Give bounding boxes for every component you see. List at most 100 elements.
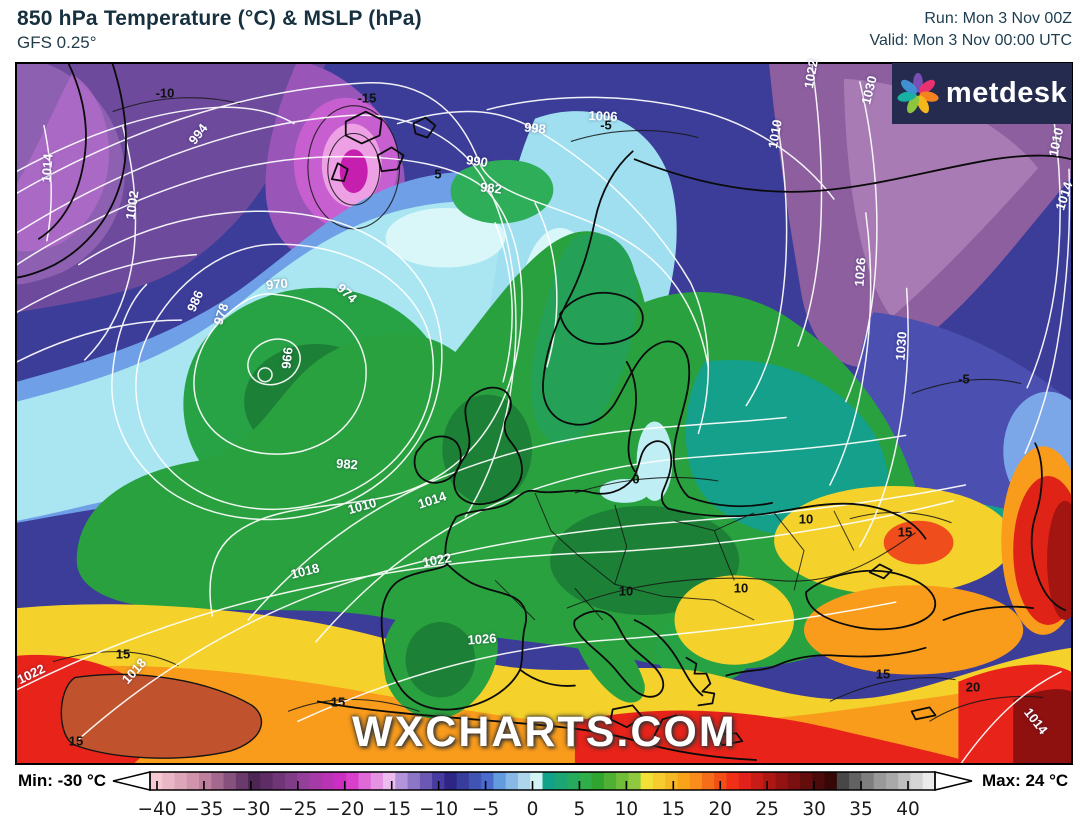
country-borders [494,492,855,621]
run-line: Run: Mon 3 Nov 00Z [924,10,1072,27]
colorbar-segment [738,772,752,790]
colorbar-left-arrow [112,771,151,791]
colorbar-segment [346,772,360,790]
colorbar-segment [383,772,396,790]
colorbar-tick-label: 35 [849,799,873,820]
model-subtitle: GFS 0.25° [17,33,97,52]
colorbar-segment [836,772,850,790]
colorbar-segment [211,772,225,790]
colorbar-tick-label: −20 [325,799,364,820]
colorbar-segment [677,772,691,790]
colorbar-segment [922,772,936,790]
colorbar-segment [763,772,777,790]
colorbar-segment [395,772,409,790]
colorbar-tick-label: −10 [419,799,458,820]
run-valid-block: Run: Mon 3 Nov 00Z Valid: Mon 3 Nov 00:0… [870,8,1072,52]
colorbar-segment [603,772,617,790]
colorbar-segment [824,772,838,790]
colorbar-tick-label: 25 [755,799,779,820]
colorbar-segment [898,772,911,790]
colorbar-min-label: Min: -30 °C [18,771,107,790]
colorbar-segment [444,772,458,790]
colorbar-segment [849,772,862,790]
metdesk-logo: metdesk [892,63,1072,124]
colorbar-tick-label: −40 [137,799,176,820]
colorbar-tick-label: −25 [278,799,317,820]
colorbar-segment [567,772,580,790]
colorbar-segment [775,772,789,790]
isobar-contours [17,64,1071,763]
colorbar-segment [628,772,642,790]
colorbar-segment [701,772,715,790]
coastlines [17,64,1071,761]
colorbar-segment [297,772,310,790]
colorbar-tick-label: −30 [231,799,270,820]
colorbar-tick-label: 40 [896,799,920,820]
valid-line: Valid: Mon 3 Nov 00:00 UTC [869,32,1072,49]
metdesk-logo-text: metdesk [945,77,1068,109]
colorbar-segment [751,772,764,790]
isotherm-contours [52,97,1044,722]
temperature-field [17,64,1071,763]
colorbar-segment [726,772,740,790]
colorbar-segment [235,772,249,790]
colorbar-segment [787,772,801,790]
colorbar-segment [517,772,531,790]
colorbar-segment [370,772,384,790]
colorbar-segment [481,772,494,790]
colorbar-max-label: Max: 24 °C [982,771,1069,790]
colorbar-tick-label: −15 [372,799,411,820]
colorbar-segment [665,772,678,790]
colorbar-segment [885,772,899,790]
colorbar-segment [800,772,813,790]
colorbar-segment [554,772,568,790]
colorbar-tick-label: 10 [615,799,639,820]
colorbar-segment [260,772,274,790]
colorbar-tick-label: −35 [184,799,223,820]
colorbar-tick-label: 5 [574,799,586,820]
colorbar-segment [812,772,826,790]
weather-map [15,62,1073,765]
colorbar-segment [272,772,286,790]
metdesk-flower-icon [897,72,939,113]
colorbar-segment [652,772,666,790]
colorbar-segment [873,772,887,790]
colorbar-segment [505,772,519,790]
colorbar-segment [591,772,605,790]
watermark: WXCHARTS.COM [352,708,737,756]
map-canvas [17,64,1071,763]
colorbar-segment [468,772,482,790]
colorbar-segment [199,772,212,790]
colorbar-segment [456,772,470,790]
colorbar-segment [162,772,176,790]
colorbar-tick-label: 20 [708,799,732,820]
colorbar-segment [493,772,507,790]
colorbar-segment [333,772,347,790]
colorbar-segment [861,772,875,790]
colorbar-outline [149,771,936,791]
colorbar-tick-label: 30 [802,799,826,820]
colorbar-segment [530,772,543,790]
colorbar-segment [419,772,433,790]
colorbar-segment [542,772,556,790]
colorbar-tick-label: −5 [472,799,499,820]
colorbar-right-arrow [934,771,973,791]
colorbar-segment [309,772,323,790]
temperature-colorbar: −40 −35 −30 −25 −20 −15 −10 −5 0 5 10 15 20 25 30 35 40 [112,771,973,820]
colorbar-segment [284,772,298,790]
colorbar-segment [321,772,335,790]
page-title: 850 hPa Temperature (°C) & MSLP (hPa) [17,7,422,30]
colorbar-segment [223,772,237,790]
colorbar-tick-label: 15 [662,799,686,820]
colorbar-tick-label: 0 [527,799,539,820]
colorbar-segment [186,772,200,790]
colorbar-segment [910,772,924,790]
colorbar-segment [174,772,188,790]
colorbar-segment [579,772,593,790]
colorbar-segment [248,772,261,790]
colorbar-segment [640,772,654,790]
colorbar-segment [407,772,421,790]
colorbar-segment [689,772,703,790]
colorbar-segment [358,772,372,790]
